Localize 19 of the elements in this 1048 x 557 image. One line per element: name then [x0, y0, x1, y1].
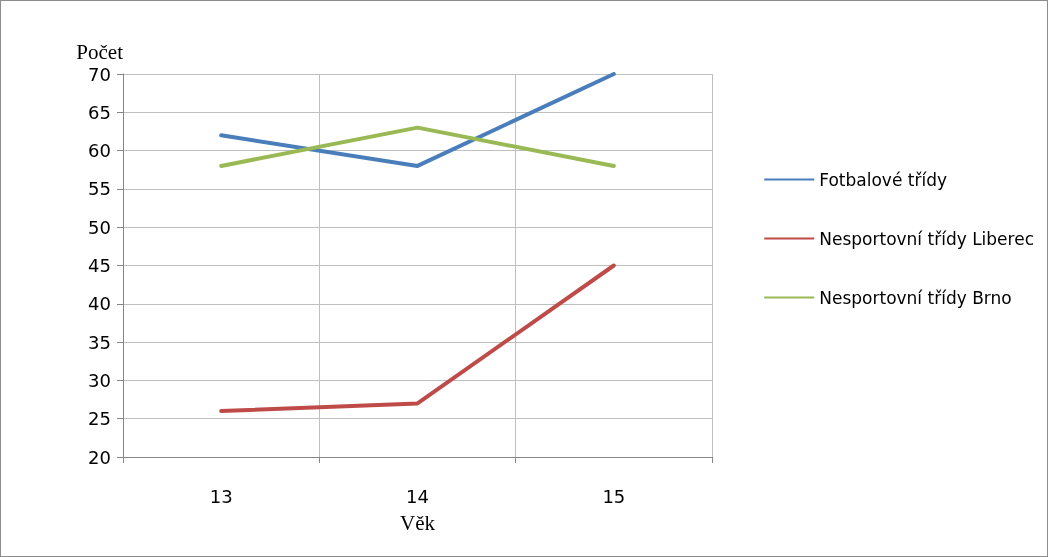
- y-tick-label: 40: [88, 293, 111, 315]
- legend-label: Fotbalové třídy: [819, 169, 947, 190]
- legend-label: Nesportovní třídy Brno: [819, 287, 1012, 308]
- x-tick-label: 14: [406, 485, 429, 507]
- y-tick-label: 60: [88, 140, 111, 162]
- y-tick-label: 30: [88, 369, 111, 391]
- y-tick-label: 50: [88, 216, 111, 238]
- y-tick-label: 35: [88, 331, 111, 353]
- x-tick-label: 13: [209, 485, 233, 507]
- y-tick-label: 70: [88, 63, 111, 85]
- x-tick-label: 15: [602, 485, 626, 507]
- y-axis-title: Počet: [76, 39, 124, 64]
- y-tick-label: 20: [88, 446, 111, 468]
- x-axis-title: Věk: [400, 510, 436, 535]
- legend-label: Nesportovní třídy Liberec: [819, 228, 1035, 249]
- y-tick-label: 25: [88, 408, 111, 430]
- y-tick-label: 55: [88, 178, 111, 200]
- y-tick-label: 45: [88, 255, 111, 276]
- y-tick-label: 65: [88, 101, 111, 123]
